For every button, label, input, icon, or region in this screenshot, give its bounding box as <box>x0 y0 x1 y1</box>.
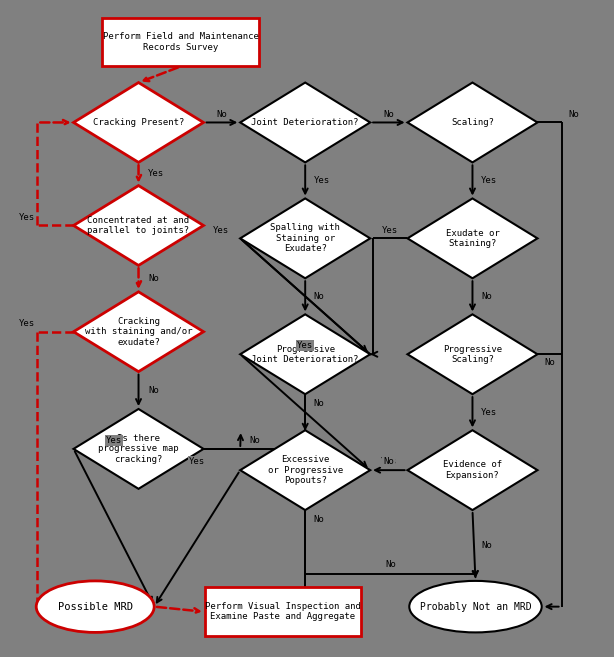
Polygon shape <box>240 430 370 510</box>
Polygon shape <box>74 83 203 162</box>
Text: Yes: Yes <box>18 319 34 328</box>
Text: No: No <box>148 274 159 283</box>
Text: Yes: Yes <box>314 176 330 185</box>
Text: Possible MRD: Possible MRD <box>58 602 133 612</box>
Text: No: No <box>314 515 324 524</box>
Text: Progressive
Scaling?: Progressive Scaling? <box>443 344 502 364</box>
Text: Progressive
Joint Deterioration?: Progressive Joint Deterioration? <box>252 344 359 364</box>
Text: Is there
progressive map
cracking?: Is there progressive map cracking? <box>98 434 179 464</box>
Text: No: No <box>314 292 324 301</box>
Polygon shape <box>74 292 203 372</box>
Text: No: No <box>545 358 556 367</box>
Ellipse shape <box>36 581 154 633</box>
Polygon shape <box>240 314 370 394</box>
Text: Excessive
or Progressive
Popouts?: Excessive or Progressive Popouts? <box>268 455 343 485</box>
Polygon shape <box>408 198 537 279</box>
Text: Yes: Yes <box>381 457 397 466</box>
Text: Perform Field and Maintenance
Records Survey: Perform Field and Maintenance Records Su… <box>103 32 258 52</box>
Polygon shape <box>74 409 203 489</box>
FancyBboxPatch shape <box>103 18 259 66</box>
Text: Yes: Yes <box>189 457 205 466</box>
Text: Concentrated at and
parallel to joints?: Concentrated at and parallel to joints? <box>87 215 190 235</box>
Text: No: No <box>481 292 492 301</box>
Polygon shape <box>408 314 537 394</box>
Polygon shape <box>408 83 537 162</box>
Text: No: No <box>384 457 394 466</box>
Text: No: No <box>385 560 395 570</box>
Text: Probably Not an MRD: Probably Not an MRD <box>420 602 531 612</box>
Text: Scaling?: Scaling? <box>451 118 494 127</box>
Polygon shape <box>240 198 370 279</box>
Ellipse shape <box>410 581 542 633</box>
Text: No: No <box>217 110 227 119</box>
Text: Joint Deterioration?: Joint Deterioration? <box>252 118 359 127</box>
Text: Exudate or
Staining?: Exudate or Staining? <box>446 229 499 248</box>
Polygon shape <box>408 430 537 510</box>
Text: Yes: Yes <box>18 214 34 222</box>
Text: Yes: Yes <box>481 408 497 417</box>
Polygon shape <box>240 83 370 162</box>
Text: Yes: Yes <box>213 226 230 235</box>
Text: No: No <box>148 386 159 395</box>
Text: Evidence of
Expansion?: Evidence of Expansion? <box>443 461 502 480</box>
Text: Yes: Yes <box>297 342 313 350</box>
Text: Yes: Yes <box>106 436 122 445</box>
Text: No: No <box>314 399 324 409</box>
Text: No: No <box>481 541 492 550</box>
Text: Yes: Yes <box>382 226 398 235</box>
Text: Cracking Present?: Cracking Present? <box>93 118 184 127</box>
FancyBboxPatch shape <box>204 587 361 636</box>
Text: Cracking
with staining and/or
exudate?: Cracking with staining and/or exudate? <box>85 317 192 347</box>
Text: No: No <box>384 110 394 119</box>
Polygon shape <box>74 185 203 265</box>
Text: No: No <box>249 436 260 445</box>
Text: Yes: Yes <box>481 176 497 185</box>
Text: Spalling with
Staining or
Exudate?: Spalling with Staining or Exudate? <box>270 223 340 253</box>
Text: No: No <box>569 110 580 119</box>
Text: Yes: Yes <box>148 170 165 179</box>
Text: Perform Visual Inspection and
Examine Paste and Aggregate: Perform Visual Inspection and Examine Pa… <box>205 602 361 622</box>
